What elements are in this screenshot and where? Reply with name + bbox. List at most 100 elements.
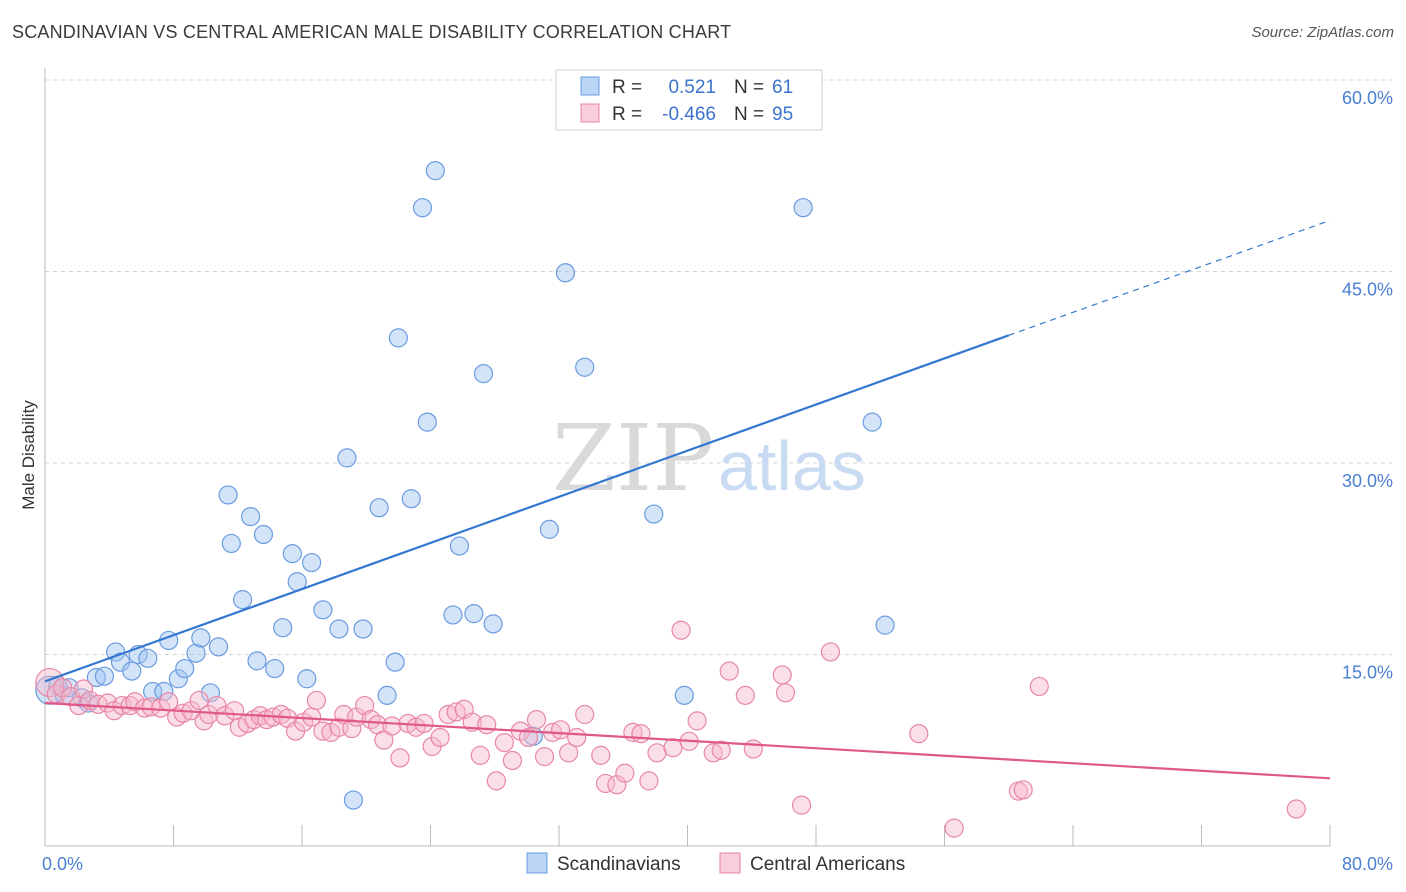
- data-point: [247, 651, 267, 671]
- data-point: [175, 658, 195, 679]
- data-point: [412, 198, 433, 218]
- data-point: [591, 745, 611, 765]
- data-point: [313, 600, 333, 620]
- legend-r-value: 0.521: [668, 77, 716, 98]
- data-point: [112, 695, 132, 716]
- legend-n-value: 95: [772, 104, 793, 125]
- data-point: [430, 727, 450, 748]
- legend-label: Scandinavians: [557, 854, 681, 875]
- watermark-zip: ZIP: [552, 405, 714, 512]
- trend-line-extension-0: [1008, 219, 1331, 336]
- data-point: [122, 661, 142, 681]
- data-point: [191, 628, 211, 648]
- data-point: [401, 489, 421, 509]
- data-point: [232, 590, 253, 610]
- data-point: [414, 713, 434, 734]
- legend-swatch: [526, 852, 548, 874]
- data-point: [208, 637, 229, 657]
- data-point: [273, 618, 293, 638]
- data-point: [143, 681, 163, 702]
- data-point: [551, 720, 571, 740]
- data-point: [253, 524, 274, 545]
- data-point: [772, 665, 792, 685]
- data-point: [443, 605, 463, 625]
- data-point: [793, 198, 813, 218]
- data-point: [382, 716, 402, 736]
- data-point: [663, 738, 683, 758]
- data-point: [687, 711, 707, 731]
- data-point: [486, 771, 506, 791]
- data-point: [302, 552, 322, 573]
- watermark: ZIP atlas: [552, 405, 866, 512]
- data-point: [390, 748, 410, 768]
- data-point: [674, 685, 694, 705]
- x-tick-label: 80.0%: [1342, 854, 1393, 874]
- data-point: [449, 536, 470, 556]
- y-tick-label: 30.0%: [1342, 471, 1393, 491]
- trend-line-1: [44, 701, 1331, 780]
- grid-lines: [45, 79, 1392, 655]
- data-point: [775, 683, 796, 703]
- legend-swatch: [580, 76, 600, 96]
- data-point: [719, 661, 739, 681]
- data-point: [559, 743, 579, 763]
- data-point: [743, 739, 763, 759]
- data-point: [483, 614, 503, 634]
- legend-n-value: 61: [772, 77, 793, 98]
- data-point: [518, 727, 539, 748]
- data-point: [615, 763, 635, 783]
- data-point: [186, 643, 206, 663]
- data-point: [462, 712, 482, 732]
- data-point: [218, 485, 238, 505]
- legend-swatch: [580, 103, 600, 123]
- data-point: [631, 724, 651, 744]
- data-point: [329, 619, 349, 639]
- data-point: [282, 544, 302, 564]
- data-point: [73, 679, 94, 699]
- x-tick-label: 0.0%: [42, 854, 83, 874]
- x-tick-labels: 0.0% 80.0%: [42, 854, 1393, 874]
- legend-box: [555, 69, 823, 131]
- legend-swatch: [719, 852, 741, 874]
- data-point: [862, 412, 882, 432]
- data-point: [385, 652, 405, 672]
- data-point: [35, 667, 65, 698]
- data-point: [567, 727, 587, 748]
- y-tick-label: 60.0%: [1342, 88, 1393, 108]
- data-point: [94, 666, 115, 686]
- data-point: [909, 724, 929, 744]
- data-point: [1286, 799, 1306, 819]
- bottom-legend: Scandinavians Central Americans: [526, 852, 905, 875]
- legend-label: Central Americans: [750, 854, 905, 875]
- watermark-atlas: atlas: [718, 427, 866, 505]
- y-tick-labels: 15.0% 30.0% 45.0% 60.0%: [1342, 88, 1393, 683]
- data-point: [555, 263, 576, 283]
- y-tick-label: 45.0%: [1342, 280, 1393, 300]
- legend-r-value: -0.466: [662, 104, 716, 125]
- data-point: [342, 718, 362, 739]
- data-point: [1013, 780, 1033, 800]
- data-point: [644, 504, 664, 524]
- data-point: [944, 818, 964, 838]
- data-point: [241, 507, 261, 527]
- data-point: [377, 685, 397, 705]
- legend-n-label: N =: [734, 104, 764, 125]
- source-label: Source: ZipAtlas.com: [1251, 24, 1394, 41]
- data-point: [313, 721, 333, 741]
- data-point: [477, 715, 497, 735]
- data-point: [355, 695, 375, 716]
- data-point: [425, 161, 445, 181]
- series-scandinavians: [35, 161, 895, 810]
- data-point: [473, 364, 494, 384]
- data-point: [221, 533, 241, 554]
- data-point: [875, 615, 895, 635]
- series-central-americans: [35, 620, 1306, 838]
- data-point: [141, 697, 161, 717]
- data-point: [369, 498, 389, 518]
- axes: [44, 68, 1331, 847]
- data-point: [502, 750, 523, 771]
- data-point: [791, 795, 812, 815]
- data-point: [735, 685, 755, 705]
- data-point: [464, 604, 484, 624]
